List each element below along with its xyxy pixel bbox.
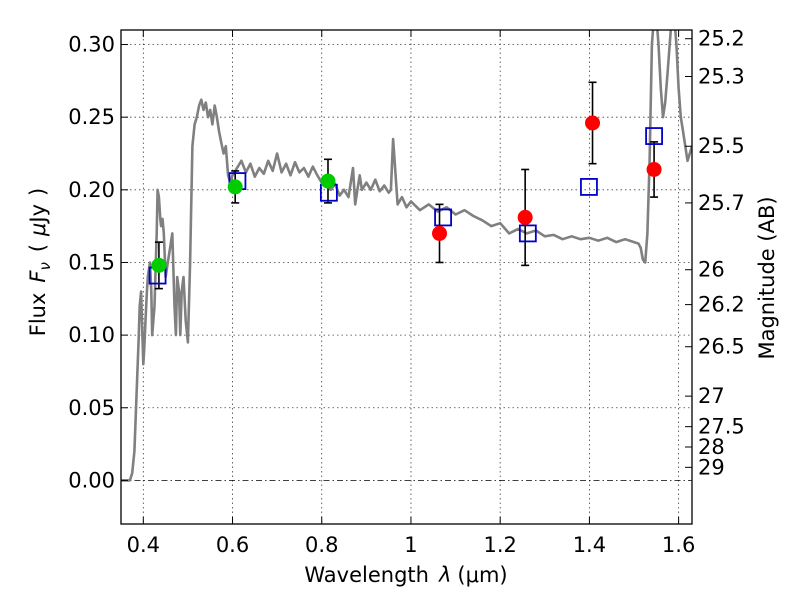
y-tick-label: 0.15 (68, 250, 115, 274)
x-tick-label: 0.6 (216, 533, 249, 557)
y-tick-label: 0.25 (68, 105, 115, 129)
model-spectrum-line (121, 30, 692, 482)
x-tick-label: 1.4 (573, 533, 606, 557)
y-axis-unit-close: ) (26, 188, 50, 196)
observed-flux-point (320, 173, 336, 189)
model-photometry-square (580, 178, 598, 196)
observed-photometry-markers (151, 115, 662, 273)
x-axis-symbol: λ (438, 563, 451, 587)
x-axis-unit: (μm) (457, 563, 507, 587)
magnitude-tick-label: 25.2 (698, 27, 745, 51)
y-tick-label: 0.05 (68, 396, 115, 420)
x-tick-label: 1.6 (662, 533, 695, 557)
x-tick-labels: 0.4 0.6 0.8 1 1.2 1.4 1.6 (127, 533, 696, 557)
y-tick-label: 0.20 (68, 178, 115, 202)
y-tick-label: 0.30 (68, 33, 115, 57)
observed-flux-point (517, 209, 533, 225)
model-photometry-square (645, 127, 663, 145)
magnitude-tick-label: 26.5 (698, 335, 745, 359)
magnitude-tick-label: 27.5 (698, 415, 745, 439)
model-photometry-square (518, 224, 537, 243)
y-tick-labels: 0.00 0.05 0.10 0.15 0.20 0.25 0.30 (68, 33, 115, 493)
observed-flux-point (432, 225, 448, 241)
y-axis-subscript: ν (36, 262, 54, 270)
y-axis-label-text: Flux (26, 293, 50, 337)
x-tick-label: 1 (404, 533, 417, 557)
observed-flux-point (151, 257, 167, 273)
axis-ticks (121, 30, 692, 524)
x-axis-label-text: Wavelength (304, 563, 429, 587)
model-photometry-square (434, 208, 452, 227)
y-axis-label: Flux Fν ( μJy) (26, 188, 54, 337)
y-axis-unit-mu: μ (26, 223, 50, 237)
right-axis-label: Magnitude (AB) (755, 196, 779, 359)
x-tick-label: 0.8 (305, 533, 338, 557)
x-tick-label: 0.4 (127, 533, 160, 557)
plot-area (121, 30, 692, 482)
magnitude-tick-label: 29 (698, 455, 725, 479)
magnitude-tick-label: 27 (698, 384, 725, 408)
observed-flux-point (585, 115, 601, 131)
x-tick-label: 1.2 (483, 533, 516, 557)
magnitude-tick-label: 25.7 (698, 191, 745, 215)
magnitude-tick-label: 25.3 (698, 64, 745, 88)
plot-frame (120, 29, 693, 525)
y-tick-label: 0.00 (68, 468, 115, 492)
magnitude-tick-label: 25.5 (698, 134, 745, 158)
error-bars (154, 81, 659, 290)
observed-flux-point (646, 161, 662, 177)
y-axis-unit-open: ( (26, 244, 50, 252)
observed-flux-point (227, 179, 243, 195)
y-tick-label: 0.10 (68, 323, 115, 347)
y-axis-symbol: F (26, 270, 50, 283)
magnitude-tick-label: 26.2 (698, 293, 745, 317)
magnitude-tick-label: 28 (698, 435, 725, 459)
y-axis-unit: Jy (26, 204, 50, 225)
magnitude-tick-label: 26 (698, 258, 725, 282)
x-axis-label: Wavelength λ (μm) (304, 563, 507, 587)
